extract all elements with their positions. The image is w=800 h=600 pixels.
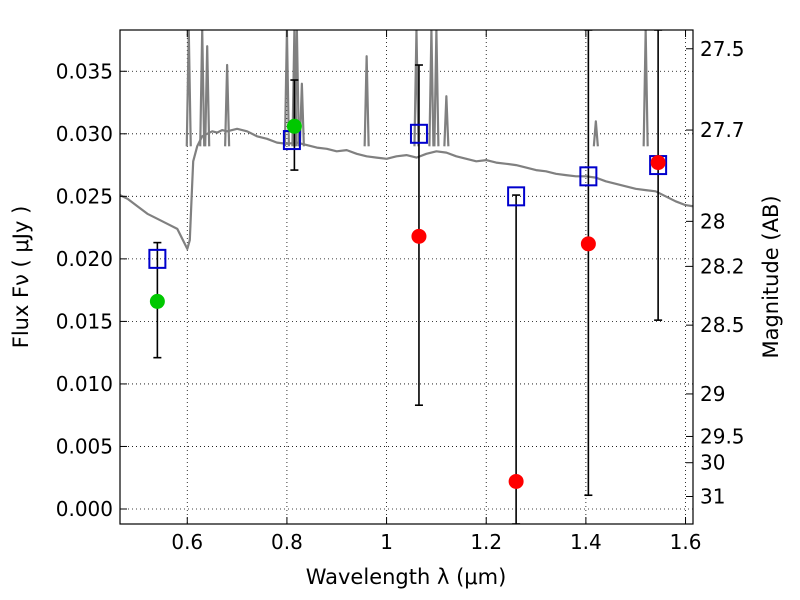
- x-tick-label: 1.4: [570, 530, 602, 554]
- y-tick-label: 0.000: [56, 497, 113, 521]
- emission-line-spike: [433, 30, 440, 147]
- model-spectrum-line: [120, 127, 693, 250]
- plot-area: [120, 30, 693, 524]
- model-band-square: [409, 123, 428, 144]
- y-tick-label: 0.035: [56, 59, 113, 83]
- emission-line-spike: [592, 120, 599, 147]
- y-tick-label: 0.020: [56, 247, 113, 271]
- y-tick-label: 0.015: [56, 309, 113, 333]
- x-tick-label: 1: [380, 530, 393, 554]
- detection-point: [149, 293, 165, 309]
- detection-point: [286, 118, 302, 134]
- x-tick-label: 0.6: [171, 530, 203, 554]
- nondetection-point: [411, 228, 427, 244]
- emission-line-spike: [363, 55, 370, 147]
- y-tick-label: 0.010: [56, 372, 113, 396]
- right-tick-label: 28.2: [700, 254, 745, 278]
- emission-line-spike: [224, 63, 231, 147]
- axis-ticks: 0.6 0.8 1 1.2 1.4 1.6 0.000 0.005 0.010 0.015 0.02…: [56, 30, 745, 554]
- x-tick-label: 0.8: [271, 530, 303, 554]
- plot-frame: [119, 29, 694, 525]
- model-band-square: [148, 248, 167, 269]
- x-axis-title: Wavelength λ (μm): [306, 565, 507, 589]
- x-tick-label: 1.2: [470, 530, 502, 554]
- right-tick-label: 28.5: [700, 313, 745, 337]
- right-tick-label: 29: [700, 382, 725, 406]
- right-tick-label: 29.5: [700, 424, 745, 448]
- nondetection-point: [580, 236, 596, 252]
- emission-line-spike: [443, 95, 450, 147]
- emission-line-spike: [204, 45, 211, 147]
- y-tick-label: 0.005: [56, 434, 113, 458]
- right-axis-title: Magnitude (AB): [759, 195, 783, 358]
- emission-line-spike: [185, 30, 192, 147]
- data-markers: [148, 118, 668, 489]
- nondetection-point: [650, 155, 666, 171]
- emission-line-spike: [413, 30, 420, 147]
- emission-line-spike: [428, 30, 435, 147]
- right-tick-label: 31: [700, 484, 725, 508]
- x-tick-label: 1.6: [670, 530, 702, 554]
- emission-line-spike: [642, 30, 649, 147]
- right-tick-label: 28: [700, 209, 725, 233]
- emission-line-spike: [293, 30, 300, 147]
- y-tick-label: 0.030: [56, 122, 113, 146]
- y-tick-label: 0.025: [56, 184, 113, 208]
- model-spectrum: [120, 30, 693, 250]
- y-axis-title: Flux Fν ( μJy ): [9, 206, 33, 349]
- nondetection-point: [508, 473, 524, 489]
- emission-line-spike: [283, 30, 291, 147]
- right-tick-label: 27.7: [700, 118, 745, 142]
- right-tick-label: 27.5: [700, 37, 745, 61]
- model-band-square: [507, 186, 526, 207]
- model-band-square: [579, 166, 598, 187]
- emission-line-spike: [199, 30, 206, 147]
- right-tick-label: 30: [700, 451, 725, 475]
